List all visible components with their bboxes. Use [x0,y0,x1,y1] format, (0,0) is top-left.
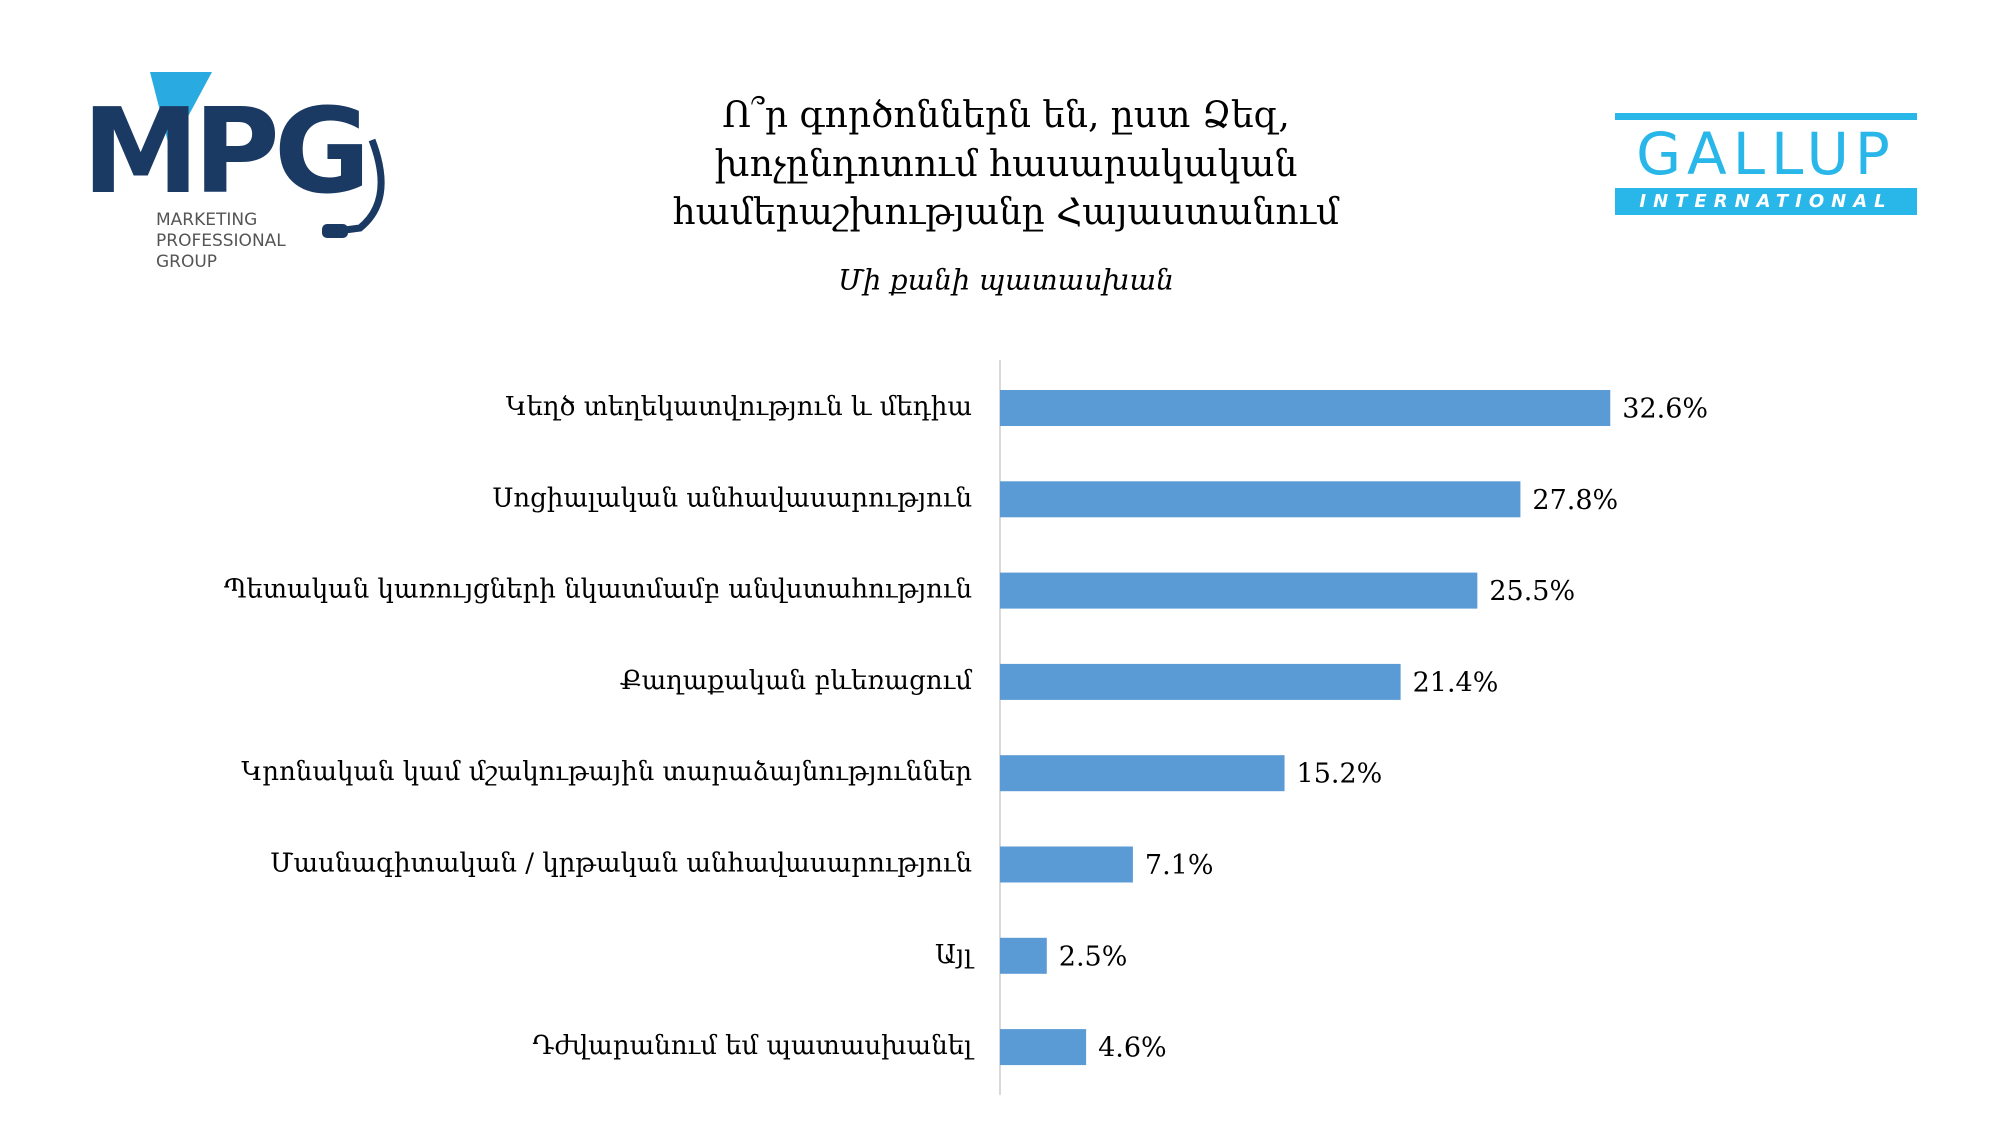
value-label: 7.1% [1145,850,1214,881]
category-label: Կեղծ տեղեկատվություն և մեդիա [506,392,972,422]
logo-bar [1615,113,1917,120]
chart-title: համերաշխությանը Հայաստանում [673,192,1340,233]
logo-mark: MPG [82,82,365,220]
value-label: 4.6% [1098,1033,1167,1064]
category-label: Կրոնական կամ մշակութային տարաձայնություն… [241,757,972,787]
chart-title: խոչընդոտում հասարակական [715,144,1298,185]
value-label: 21.4% [1413,667,1499,698]
category-label: Քաղաքական բևեռացում [620,666,973,696]
bar [1000,663,1401,700]
mpg-logo: MPG MARKETING PROFESSIONAL GROUP [82,72,385,272]
value-label: 32.6% [1622,394,1708,425]
logo-tagline: INTERNATIONAL [1639,191,1892,212]
value-label: 25.5% [1489,576,1575,607]
category-label: Պետական կառույցների նկատմամբ անվստահությ… [224,575,972,605]
logo-check [150,72,212,150]
category-label: Մասնագիտական / կրթական անհավասարություն [270,849,972,879]
bar [1000,390,1611,426]
category-label: Այլ [935,940,975,970]
logo-text: GROUP [156,252,217,272]
bar [1000,937,1047,974]
category-label: Դժվարանում եմ պատասխանել [532,1031,975,1061]
logo-headset [329,138,385,236]
bar [1000,481,1521,518]
logo-text: MARKETING [156,210,257,230]
logo-mic [322,224,348,238]
gallup-logo: GALLUP INTERNATIONAL [1615,113,1917,215]
chart-subtitle: Մի քանի պատասխան [838,264,1174,297]
bar [1000,846,1133,883]
value-label: 27.8% [1532,485,1618,516]
chart-title: Ո՞ր գործոններն են, ըստ Ձեզ, [722,95,1290,136]
value-label: 2.5% [1059,941,1128,972]
bar [1000,572,1478,609]
value-label: 15.2% [1297,759,1383,790]
bar [1000,1029,1087,1066]
category-label: Սոցիալական անհավասարություն [493,483,973,513]
logo-name: GALLUP [1636,120,1896,188]
logo-text: PROFESSIONAL [156,231,286,251]
logo-bar [1615,188,1917,215]
bar [1000,755,1285,792]
